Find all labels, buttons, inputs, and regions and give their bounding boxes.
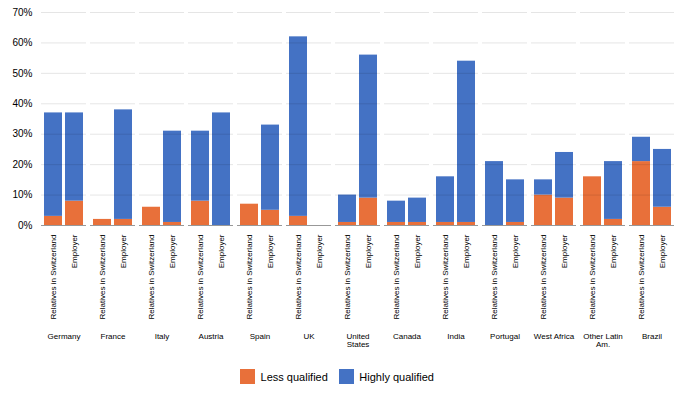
svg-text:Relatives in Switzerland: Relatives in Switzerland (49, 235, 58, 320)
svg-text:France: France (101, 332, 126, 341)
svg-text:Relatives in Switzerland: Relatives in Switzerland (441, 235, 450, 320)
html-text:Highly qualified: Highly qualified (359, 370, 434, 383)
svg-text:Employer: Employer (462, 234, 471, 268)
svg-text:India: India (447, 332, 465, 341)
svg-text:Relatives in Switzerland: Relatives in Switzerland (588, 235, 597, 320)
svg-text:40%: 40% (12, 98, 32, 109)
svg-text:20%: 20% (12, 159, 32, 170)
svg-text:Relatives in Switzerland: Relatives in Switzerland (147, 235, 156, 320)
svg-text:West Africa: West Africa (534, 332, 575, 341)
svg-text:Relatives in Switzerland: Relatives in Switzerland (294, 235, 303, 320)
svg-text:Employer: Employer (315, 234, 324, 268)
svg-text:Employer: Employer (119, 234, 128, 268)
svg-text:Relatives in Switzerland: Relatives in Switzerland (392, 235, 401, 320)
svg-text:Employer: Employer (168, 234, 177, 268)
svg-text:Relatives in Switzerland: Relatives in Switzerland (343, 235, 352, 320)
svg-text:50%: 50% (12, 68, 32, 79)
svg-text:Canada: Canada (393, 332, 422, 341)
svg-text:Relatives in Switzerland: Relatives in Switzerland (490, 235, 499, 320)
svg-text:Other LatinAm.: Other LatinAm. (583, 332, 623, 349)
svg-text:Employer: Employer (364, 234, 373, 268)
svg-text:Relatives in Switzerland: Relatives in Switzerland (98, 235, 107, 320)
svg-text:Employer: Employer (70, 234, 79, 268)
svg-text:Italy: Italy (155, 332, 170, 341)
svg-text:60%: 60% (12, 37, 32, 48)
svg-text:Employer: Employer (511, 234, 520, 268)
svg-text:Employer: Employer (560, 234, 569, 268)
svg-text:Employer: Employer (266, 234, 275, 268)
svg-text:UK: UK (303, 332, 315, 341)
svg-text:Relatives in Switzerland: Relatives in Switzerland (539, 235, 548, 320)
svg-text:Germany: Germany (48, 332, 81, 341)
svg-text:Austria: Austria (199, 332, 224, 341)
svg-text:Relatives in Switzerland: Relatives in Switzerland (196, 235, 205, 320)
svg-text:Relatives in Switzerland: Relatives in Switzerland (637, 235, 646, 320)
html-text:Less qualified: Less qualified (260, 370, 328, 383)
svg-text:Employer: Employer (609, 234, 618, 268)
svg-text:10%: 10% (12, 189, 32, 200)
svg-text:70%: 70% (12, 7, 32, 18)
svg-text:Relatives in Switzerland: Relatives in Switzerland (245, 235, 254, 320)
svg-text:Spain: Spain (250, 332, 270, 341)
svg-text:30%: 30% (12, 128, 32, 139)
svg-text:UnitedStates: UnitedStates (346, 332, 369, 349)
svg-text:Portugal: Portugal (490, 332, 520, 341)
svg-text:Employer: Employer (658, 234, 667, 268)
svg-text:0%: 0% (18, 220, 33, 231)
svg-text:Brazil: Brazil (642, 332, 662, 341)
svg-text:Employer: Employer (413, 234, 422, 268)
svg-text:Employer: Employer (217, 234, 226, 268)
